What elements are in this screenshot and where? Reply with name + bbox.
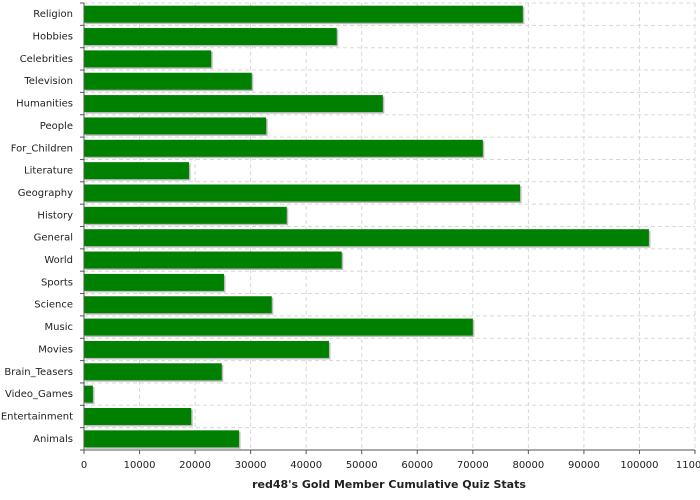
y-tick-label: Brain_Teasers xyxy=(4,367,73,378)
y-tick-label: General xyxy=(34,233,73,244)
bar xyxy=(84,95,383,113)
bar xyxy=(84,72,252,90)
bar xyxy=(84,184,521,202)
y-tick-label: Religion xyxy=(33,9,73,20)
bar xyxy=(84,162,189,180)
bar xyxy=(84,318,473,336)
y-tick-label: Video_Games xyxy=(5,389,73,400)
bar xyxy=(84,206,287,224)
x-tick-label: 80000 xyxy=(512,460,544,471)
bar xyxy=(84,139,483,157)
y-tick-label: Celebrities xyxy=(20,54,73,65)
y-tick-label: Entertainment xyxy=(1,411,73,422)
x-axis-label: red48's Gold Member Cumulative Quiz Stat… xyxy=(252,478,526,491)
bar xyxy=(84,5,523,23)
y-tick-label: History xyxy=(37,210,73,221)
bar xyxy=(84,251,342,269)
x-tick-label: 0 xyxy=(81,460,87,471)
bar xyxy=(84,296,272,314)
x-tick-label: 90000 xyxy=(568,460,600,471)
bar xyxy=(84,340,329,358)
y-tick-label: Animals xyxy=(33,434,73,445)
y-tick-label: Sports xyxy=(41,277,73,288)
x-tick-label: 20000 xyxy=(179,460,211,471)
y-tick-label: Hobbies xyxy=(33,32,73,43)
bar xyxy=(84,229,649,247)
y-tick-label: People xyxy=(40,121,73,132)
x-tick-label: 40000 xyxy=(290,460,322,471)
x-tick-label: 100000 xyxy=(620,460,658,471)
bar xyxy=(84,273,224,291)
bar xyxy=(84,50,212,68)
bar xyxy=(84,430,239,448)
x-tick-label: 60000 xyxy=(401,460,433,471)
y-tick-label: Science xyxy=(34,300,73,311)
bar xyxy=(84,385,93,403)
bar xyxy=(84,28,337,46)
y-tick-label: Geography xyxy=(18,188,73,199)
bar xyxy=(84,363,222,381)
bar xyxy=(84,407,192,425)
y-tick-label: World xyxy=(44,255,73,266)
y-tick-label: For_Children xyxy=(11,143,73,154)
y-tick-label: Movies xyxy=(38,344,73,355)
y-tick-label: Television xyxy=(23,76,73,87)
y-tick-label: Music xyxy=(45,322,73,333)
bar xyxy=(84,117,267,135)
x-tick-label: 110000 xyxy=(676,460,700,471)
x-tick-label: 50000 xyxy=(346,460,378,471)
x-tick-label: 30000 xyxy=(235,460,267,471)
y-tick-label: Humanities xyxy=(16,99,73,110)
y-tick-label: Literature xyxy=(24,166,73,177)
x-tick-label: 70000 xyxy=(457,460,489,471)
x-tick-label: 10000 xyxy=(124,460,156,471)
